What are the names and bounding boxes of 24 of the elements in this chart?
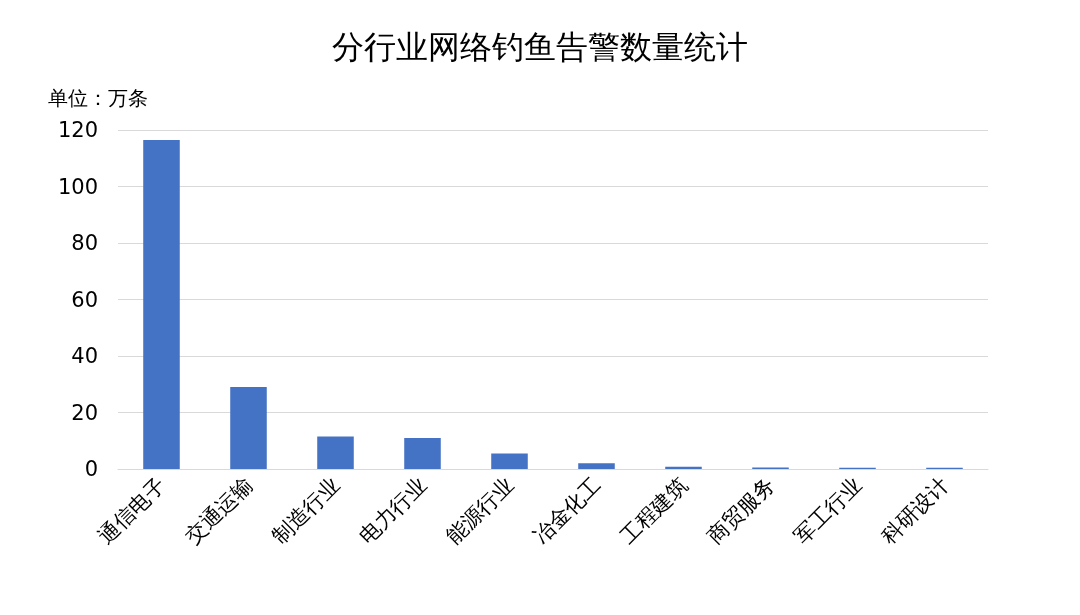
chart-title: 分行业网络钓鱼告警数量统计	[332, 28, 748, 66]
x-tick-label: 能源行业	[441, 472, 518, 549]
x-tick-label: 科研设计	[876, 472, 953, 549]
y-tick-label: 80	[71, 231, 98, 255]
x-tick-label: 军工行业	[789, 472, 866, 549]
bar	[317, 436, 354, 469]
x-tick-label: 冶金化工	[528, 472, 605, 549]
y-tick-label: 40	[71, 344, 98, 368]
bar	[230, 387, 267, 469]
bar	[404, 437, 441, 469]
bar	[491, 453, 528, 469]
y-tick-label: 60	[71, 287, 98, 312]
x-tick-label: 工程建筑	[615, 472, 692, 549]
x-tick-label: 电力行业	[354, 472, 431, 549]
bar	[578, 463, 615, 469]
y-tick-label: 100	[57, 174, 98, 199]
y-axis-title: 单位：万条	[48, 86, 148, 110]
bar	[143, 139, 180, 469]
y-tick-label: 0	[84, 457, 98, 481]
y-tick-label: 20	[71, 400, 98, 425]
x-tick-label: 交通运输	[180, 472, 257, 549]
y-tick-label: 120	[57, 118, 98, 142]
x-tick-label: 商贸服务	[702, 472, 779, 549]
x-tick-label: 制造行业	[267, 472, 344, 549]
